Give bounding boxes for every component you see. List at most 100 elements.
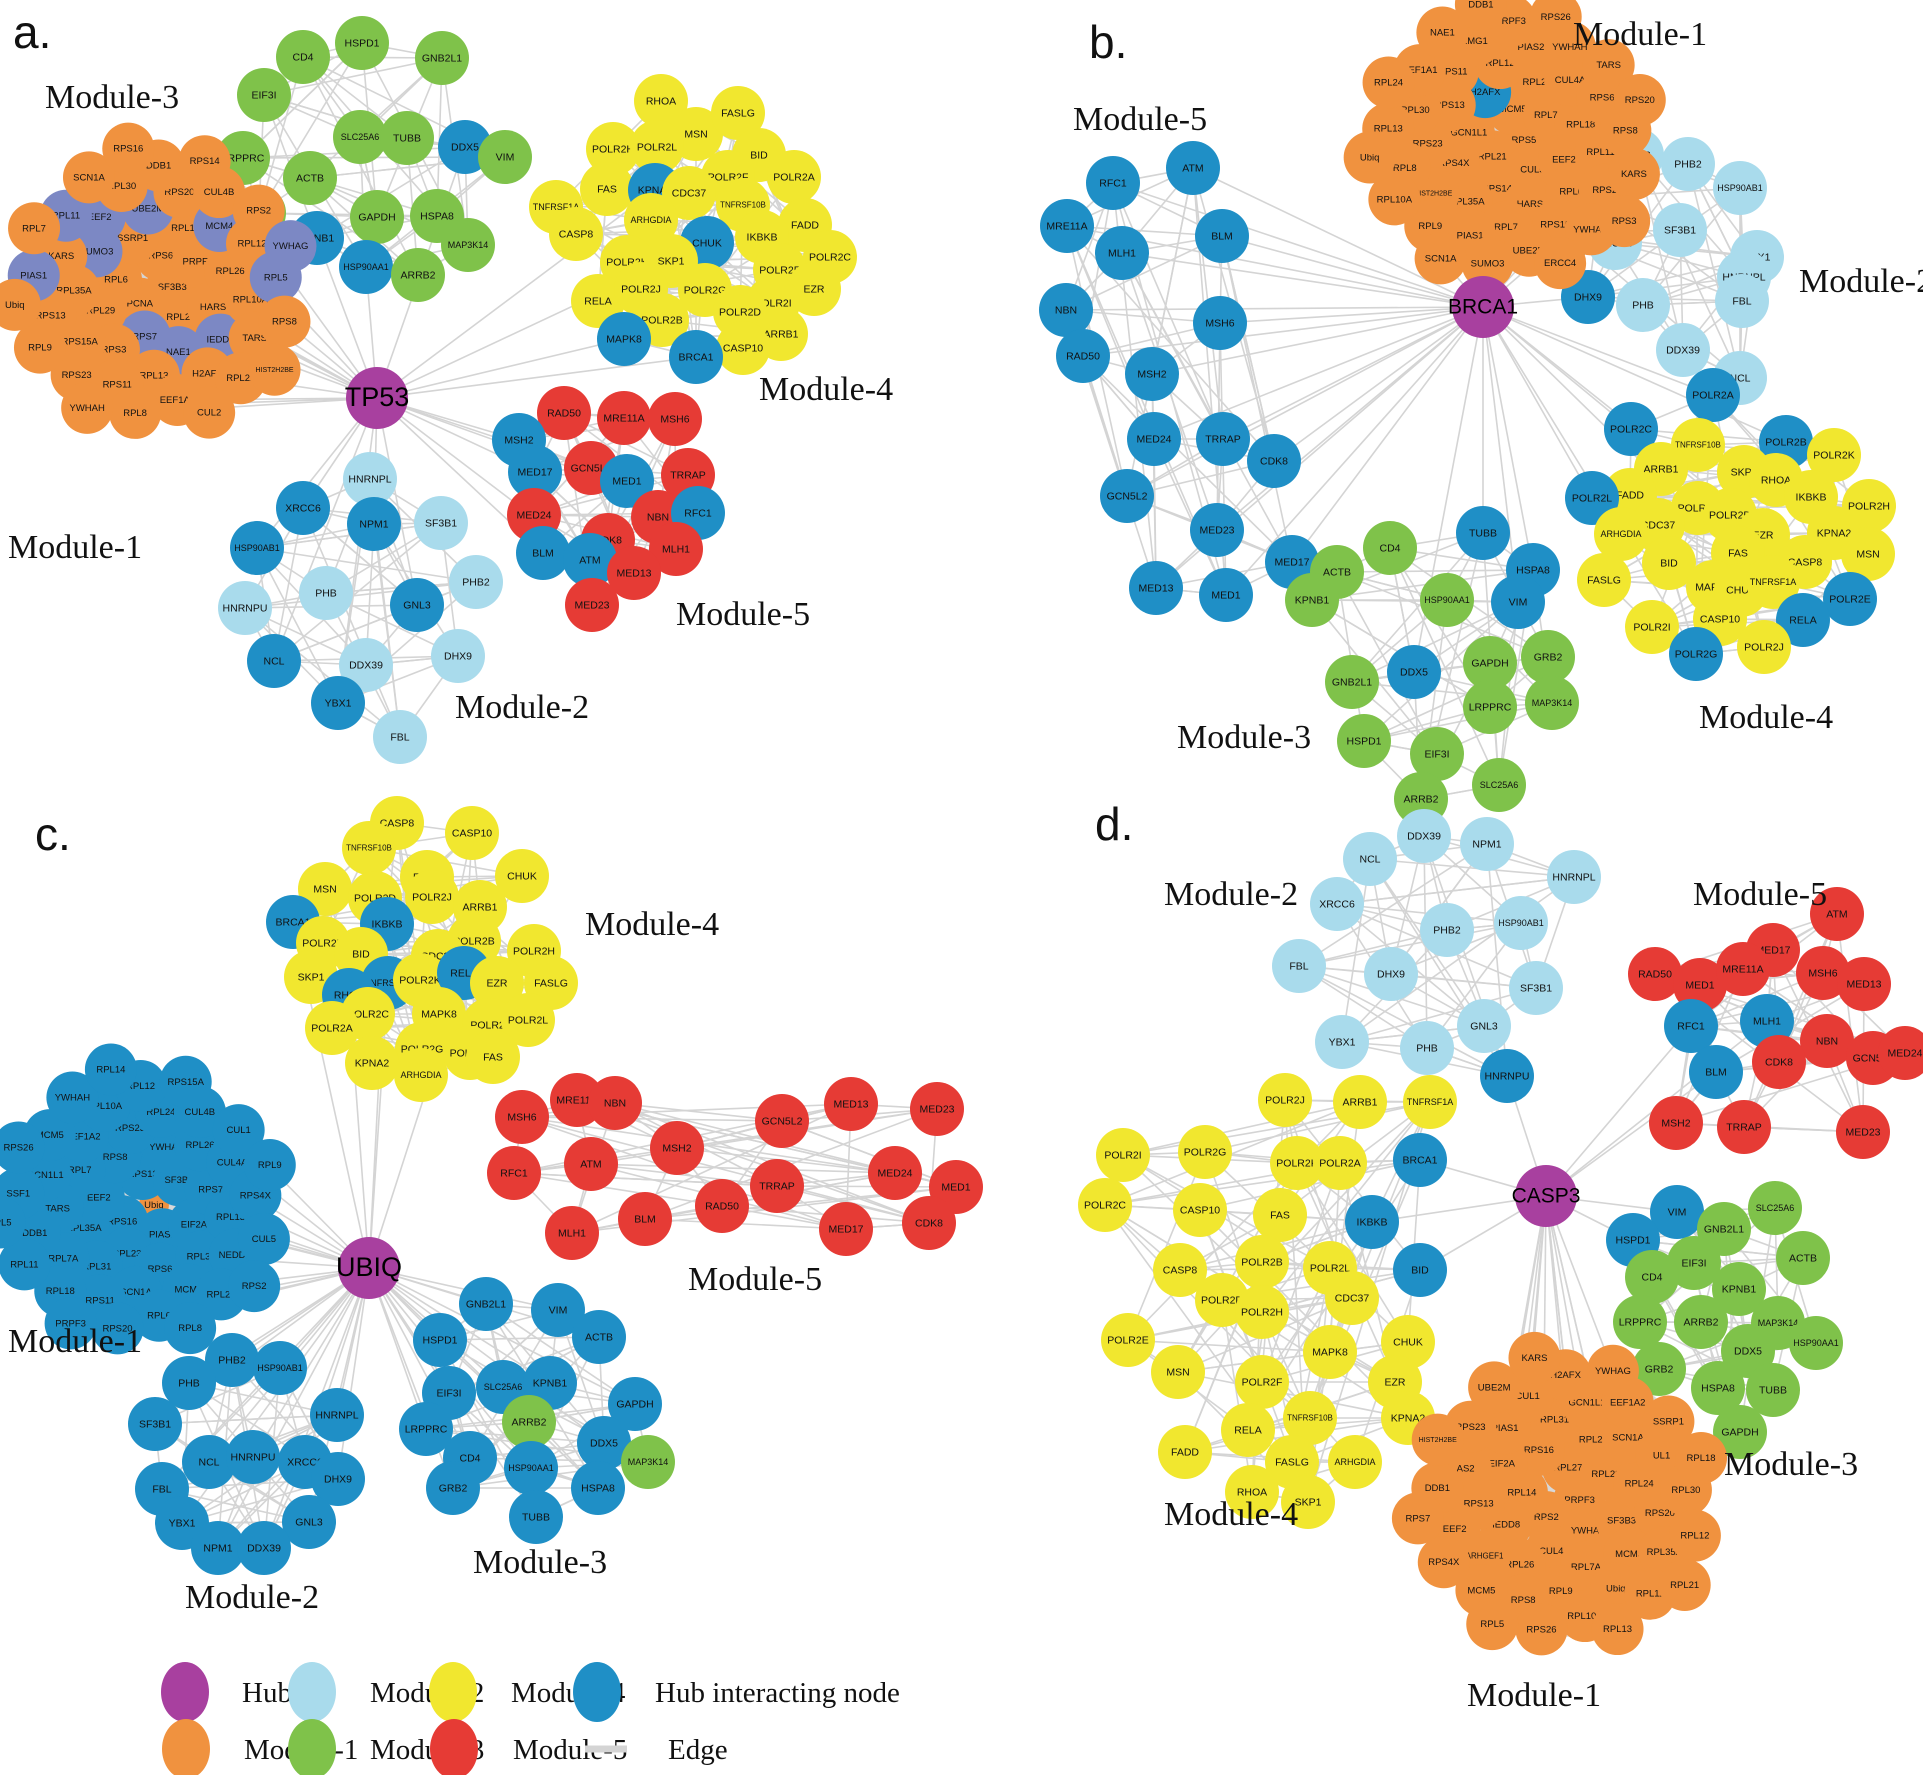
node-POLR2I: POLR2I: [1096, 1128, 1150, 1182]
node-NCL: NCL: [247, 634, 301, 688]
node-label: EEF1A1: [1402, 65, 1437, 76]
node-label: GCN5L2: [571, 462, 612, 474]
edge: [244, 581, 477, 609]
edge: [576, 1099, 930, 1224]
node-DDX39: DDX39: [237, 1521, 291, 1575]
node-label: SLC25A6: [1756, 1203, 1795, 1213]
node-CUL2: CUL2: [183, 386, 236, 439]
node-label: RPL12: [126, 1081, 155, 1092]
node-label: RPS11: [85, 1295, 114, 1306]
node-RPS8: RPS8: [258, 295, 311, 348]
node-label: DDB1: [1468, 0, 1493, 10]
node-label: SLC25A6: [341, 132, 380, 142]
module-label-c-module-1: Module-1: [8, 1323, 142, 1360]
node-label: RPL8: [1393, 163, 1417, 174]
edge: [1636, 154, 1741, 379]
node-label: EZR: [487, 977, 508, 989]
node-GNB2L1: GNB2L1: [459, 1277, 513, 1331]
panel-letter-d: d.: [1095, 798, 1133, 850]
node-label: MED23: [1199, 524, 1234, 536]
node-label: YWHAH: [1571, 1526, 1607, 1537]
node-RPL9: RPL9: [13, 321, 66, 374]
node-MSH6: MSH6: [1796, 946, 1850, 1000]
node-label: VIM: [1509, 596, 1528, 608]
node-label: DDX39: [349, 659, 383, 671]
node-label: RPS23: [62, 370, 92, 381]
node-label: TUBB: [1469, 527, 1497, 539]
node-label: SKP1: [1295, 1496, 1322, 1508]
node-label: MED24: [1136, 433, 1171, 445]
node-label: MLH1: [1108, 247, 1136, 259]
node-label: MSN: [1166, 1366, 1189, 1378]
edge: [1298, 965, 1508, 1077]
node-EIF3I: EIF3I: [1667, 1236, 1721, 1290]
node-label: ATM: [1182, 162, 1203, 174]
node-HSP90AA1: HSP90AA1: [1789, 1316, 1843, 1370]
node-label: CHUK: [692, 237, 722, 249]
node-RHOA: RHOA: [634, 74, 688, 128]
node-label: YBX1: [169, 1517, 196, 1529]
node-label: SCN1A: [1612, 1432, 1644, 1443]
node-label: GAPDH: [1721, 1426, 1758, 1438]
node-label: RPS15A: [61, 337, 98, 348]
node-GAPDH: GAPDH: [350, 190, 404, 244]
node-label: RPL5: [1480, 1619, 1504, 1630]
node-FBL: FBL: [1715, 274, 1769, 328]
node-label: POLR2E: [1107, 1334, 1148, 1346]
node-label: MSH6: [1205, 317, 1234, 329]
node-POLR2H: POLR2H: [586, 122, 640, 176]
module-label-b-module-5: Module-5: [1073, 101, 1207, 138]
node-label: RPL10A: [87, 1101, 123, 1112]
node-label: RPL31: [1540, 1414, 1569, 1425]
node-CD4: CD4: [276, 30, 330, 84]
node-label: HIST2H2BE: [1419, 1437, 1457, 1444]
node-label: DDB1: [22, 1228, 47, 1239]
node-label: YWHAG: [149, 1142, 185, 1153]
node-label: BLM: [532, 547, 554, 559]
node-CDK8: CDK8: [1247, 434, 1301, 488]
node-label: LRPPRC: [1469, 701, 1512, 713]
edge: [1545, 1071, 1717, 1197]
node-ARHGDIA: ARHGDIA: [394, 1048, 448, 1102]
module-label-a-module-5: Module-5: [676, 596, 810, 633]
node-label: TARS: [1596, 60, 1621, 71]
node-GNL3: GNL3: [282, 1495, 336, 1549]
node-ATM: ATM: [564, 1137, 618, 1191]
edge: [376, 189, 656, 399]
node-label: BRCA1: [1402, 1154, 1437, 1166]
node-label: MED24: [516, 509, 551, 521]
edge: [1341, 987, 1537, 1043]
node-label: HSPA8: [581, 1482, 615, 1494]
edge: [1219, 306, 1484, 324]
node-ARHGDIA: ARHGDIA: [1328, 1435, 1382, 1489]
edge: [1082, 182, 1114, 357]
node-label: MED17: [1274, 556, 1309, 568]
edge: [644, 1218, 847, 1230]
node-label: GNL3: [1470, 1020, 1498, 1032]
node-label: HIST2H2BE: [255, 367, 293, 374]
edge: [1204, 1101, 1431, 1153]
node-TNFRSF10B: TNFRSF10B: [1283, 1391, 1337, 1445]
node-label: RPS20: [102, 1323, 132, 1334]
node-label: RPS16: [113, 144, 143, 155]
node-label: NEDD8: [219, 1250, 251, 1261]
edge: [376, 397, 418, 606]
hub-CASP3: CASP3: [1512, 1165, 1580, 1227]
node-MED23: MED23: [910, 1082, 964, 1136]
node-label: EEF2: [88, 212, 112, 223]
node-label: RPL30: [107, 181, 136, 192]
node-label: GCN1L1: [1568, 1397, 1605, 1408]
node-label: RPL30: [187, 1252, 216, 1263]
node-RPS20: RPS20: [1613, 73, 1666, 126]
node-label: MLH1: [558, 1227, 586, 1239]
node-GRB2: GRB2: [1632, 1342, 1686, 1396]
node-HNRNPL: HNRNPL: [310, 1388, 364, 1442]
node-label: HSPA8: [1516, 564, 1550, 576]
node-label: CASP10: [1700, 613, 1740, 625]
node-label: RPL6: [147, 1311, 171, 1322]
edge: [1363, 601, 1519, 742]
node-PHB: PHB: [1400, 1021, 1454, 1075]
node-YWHAG: YWHAG: [264, 220, 317, 273]
node-label: BID: [1411, 1264, 1429, 1276]
